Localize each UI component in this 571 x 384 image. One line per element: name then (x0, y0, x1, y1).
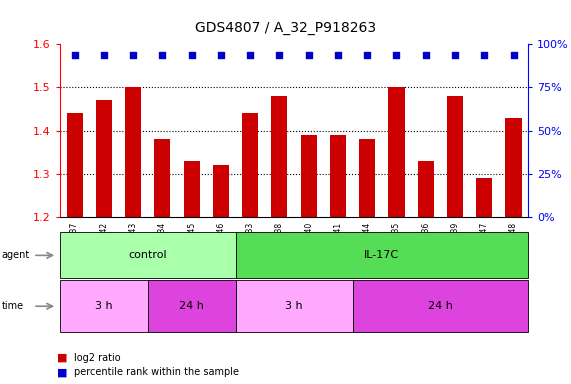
Bar (271, 96, 287, 217)
Bar (96, 100, 112, 217)
Point (392, 52, 401, 58)
Point (509, 52, 518, 58)
Text: 3 h: 3 h (95, 301, 112, 311)
Bar (330, 135, 346, 217)
Point (128, 52, 138, 58)
Bar (154, 139, 170, 217)
Point (480, 52, 489, 58)
Bar (301, 135, 317, 217)
Point (70, 52, 79, 58)
Point (451, 52, 460, 58)
Text: 24 h: 24 h (428, 301, 453, 311)
Point (304, 52, 313, 58)
Text: ■: ■ (57, 367, 67, 377)
Point (216, 52, 226, 58)
Point (158, 52, 167, 58)
Point (246, 52, 255, 58)
Point (363, 52, 372, 58)
Point (421, 52, 431, 58)
Bar (213, 165, 229, 217)
Point (187, 52, 196, 58)
Bar (388, 88, 404, 217)
Bar (67, 113, 83, 217)
Bar (125, 88, 141, 217)
Bar (184, 161, 200, 217)
Text: 3 h: 3 h (286, 301, 303, 311)
Text: time: time (2, 301, 24, 311)
Text: IL-17C: IL-17C (364, 250, 400, 260)
Text: GDS4807 / A_32_P918263: GDS4807 / A_32_P918263 (195, 21, 376, 35)
Text: agent: agent (2, 250, 30, 260)
Text: ■: ■ (57, 353, 67, 363)
Point (99, 52, 108, 58)
Bar (447, 96, 463, 217)
Bar (359, 139, 375, 217)
Point (275, 52, 284, 58)
Bar (505, 118, 521, 217)
Text: log2 ratio: log2 ratio (74, 353, 121, 363)
Text: 24 h: 24 h (179, 301, 204, 311)
Text: control: control (128, 250, 167, 260)
Bar (242, 113, 258, 217)
Bar (418, 161, 434, 217)
Bar (476, 178, 492, 217)
Point (333, 52, 343, 58)
Text: percentile rank within the sample: percentile rank within the sample (74, 367, 239, 377)
